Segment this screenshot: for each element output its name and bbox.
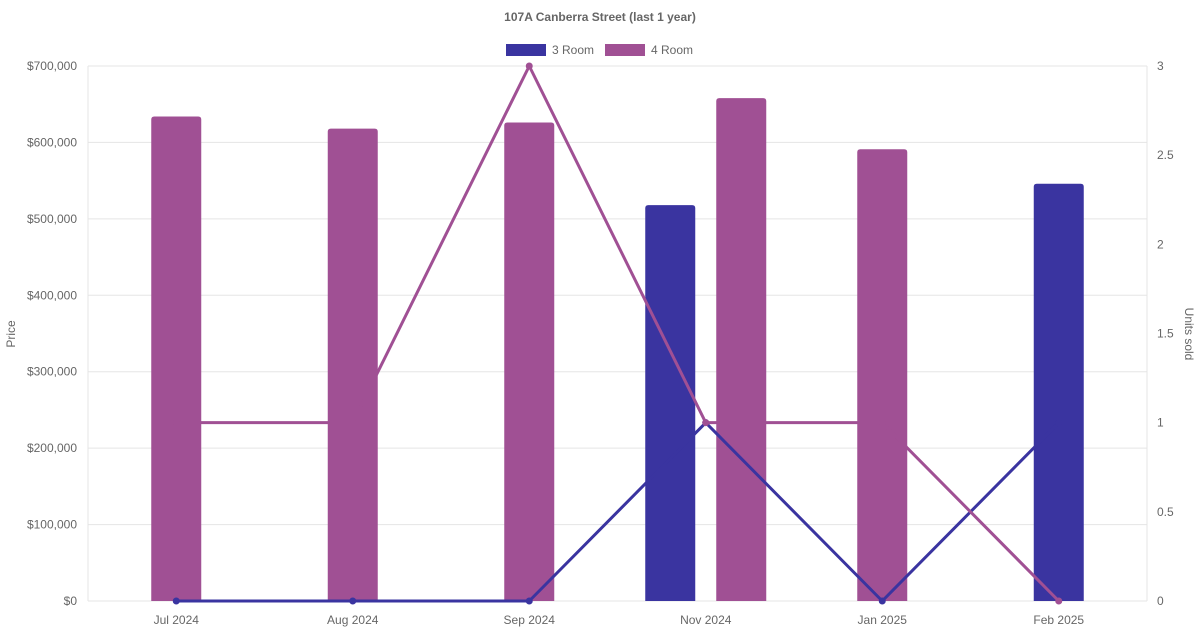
legend-label-4-room[interactable]: 4 Room [651, 43, 693, 57]
x-tick-label: Sep 2024 [504, 613, 556, 627]
bar-3-room [1033, 183, 1084, 601]
x-tick-label: Nov 2024 [680, 613, 732, 627]
y2-tick-label: 2.5 [1157, 148, 1174, 162]
y-axis-title: Price [4, 320, 18, 348]
y2-tick-label: 0 [1157, 594, 1164, 608]
legend-swatch-3-room [506, 44, 546, 56]
y2-axis-title: Units sold [1182, 308, 1196, 361]
grid [87, 65, 1148, 602]
units-sold-lines [172, 62, 1063, 605]
y-tick-label: $0 [64, 594, 78, 608]
point-4-room [349, 419, 357, 427]
point-3-room [525, 597, 533, 605]
y-tick-label: $600,000 [27, 135, 77, 149]
y2-tick-label: 1.5 [1157, 327, 1174, 341]
bar-4-room [151, 116, 202, 601]
y-tick-label: $700,000 [27, 59, 77, 73]
point-4-room [172, 419, 180, 427]
bar-3-room [645, 205, 696, 601]
point-4-room [525, 62, 533, 70]
x-tick-label: Jul 2024 [154, 613, 200, 627]
legend-swatch-4-room [605, 44, 645, 56]
x-tick-label: Aug 2024 [327, 613, 379, 627]
y2-axis-ticks: 0 0.5 1 1.5 2 2.5 3 [1157, 59, 1174, 608]
line-3-room [176, 421, 1060, 603]
y2-tick-label: 2 [1157, 237, 1164, 251]
y2-tick-label: 1 [1157, 416, 1164, 430]
price-bars [151, 98, 1084, 602]
point-3-room [1055, 419, 1063, 427]
y-tick-label: $300,000 [27, 365, 77, 379]
point-3-room [172, 597, 180, 605]
x-axis-ticks: Jul 2024 Aug 2024 Sep 2024 Nov 2024 Jan 2025… [154, 613, 1085, 627]
legend-label-3-room[interactable]: 3 Room [552, 43, 594, 57]
y-tick-label: $100,000 [27, 518, 77, 532]
point-3-room [878, 597, 886, 605]
line-4-room [176, 64, 1060, 603]
y2-tick-label: 3 [1157, 59, 1164, 73]
y-tick-label: $200,000 [27, 441, 77, 455]
y-tick-label: $400,000 [27, 288, 77, 302]
bar-4-room [857, 149, 908, 602]
chart-title: 107A Canberra Street (last 1 year) [504, 10, 696, 24]
point-4-room [702, 419, 710, 427]
y2-tick-label: 0.5 [1157, 505, 1174, 519]
point-3-room [349, 597, 357, 605]
point-4-room [878, 419, 886, 427]
bar-4-room [504, 122, 555, 602]
bar-4-room [327, 128, 378, 601]
point-4-room [1055, 597, 1063, 605]
y-axis-ticks: $0 $100,000 $200,000 $300,000 $400,000 $500,0… [27, 59, 77, 608]
legend[interactable]: 3 Room 4 Room [506, 43, 693, 57]
x-tick-label: Jan 2025 [858, 613, 908, 627]
y-tick-label: $500,000 [27, 212, 77, 226]
bar-4-room [716, 98, 767, 601]
x-tick-label: Feb 2025 [1033, 613, 1084, 627]
